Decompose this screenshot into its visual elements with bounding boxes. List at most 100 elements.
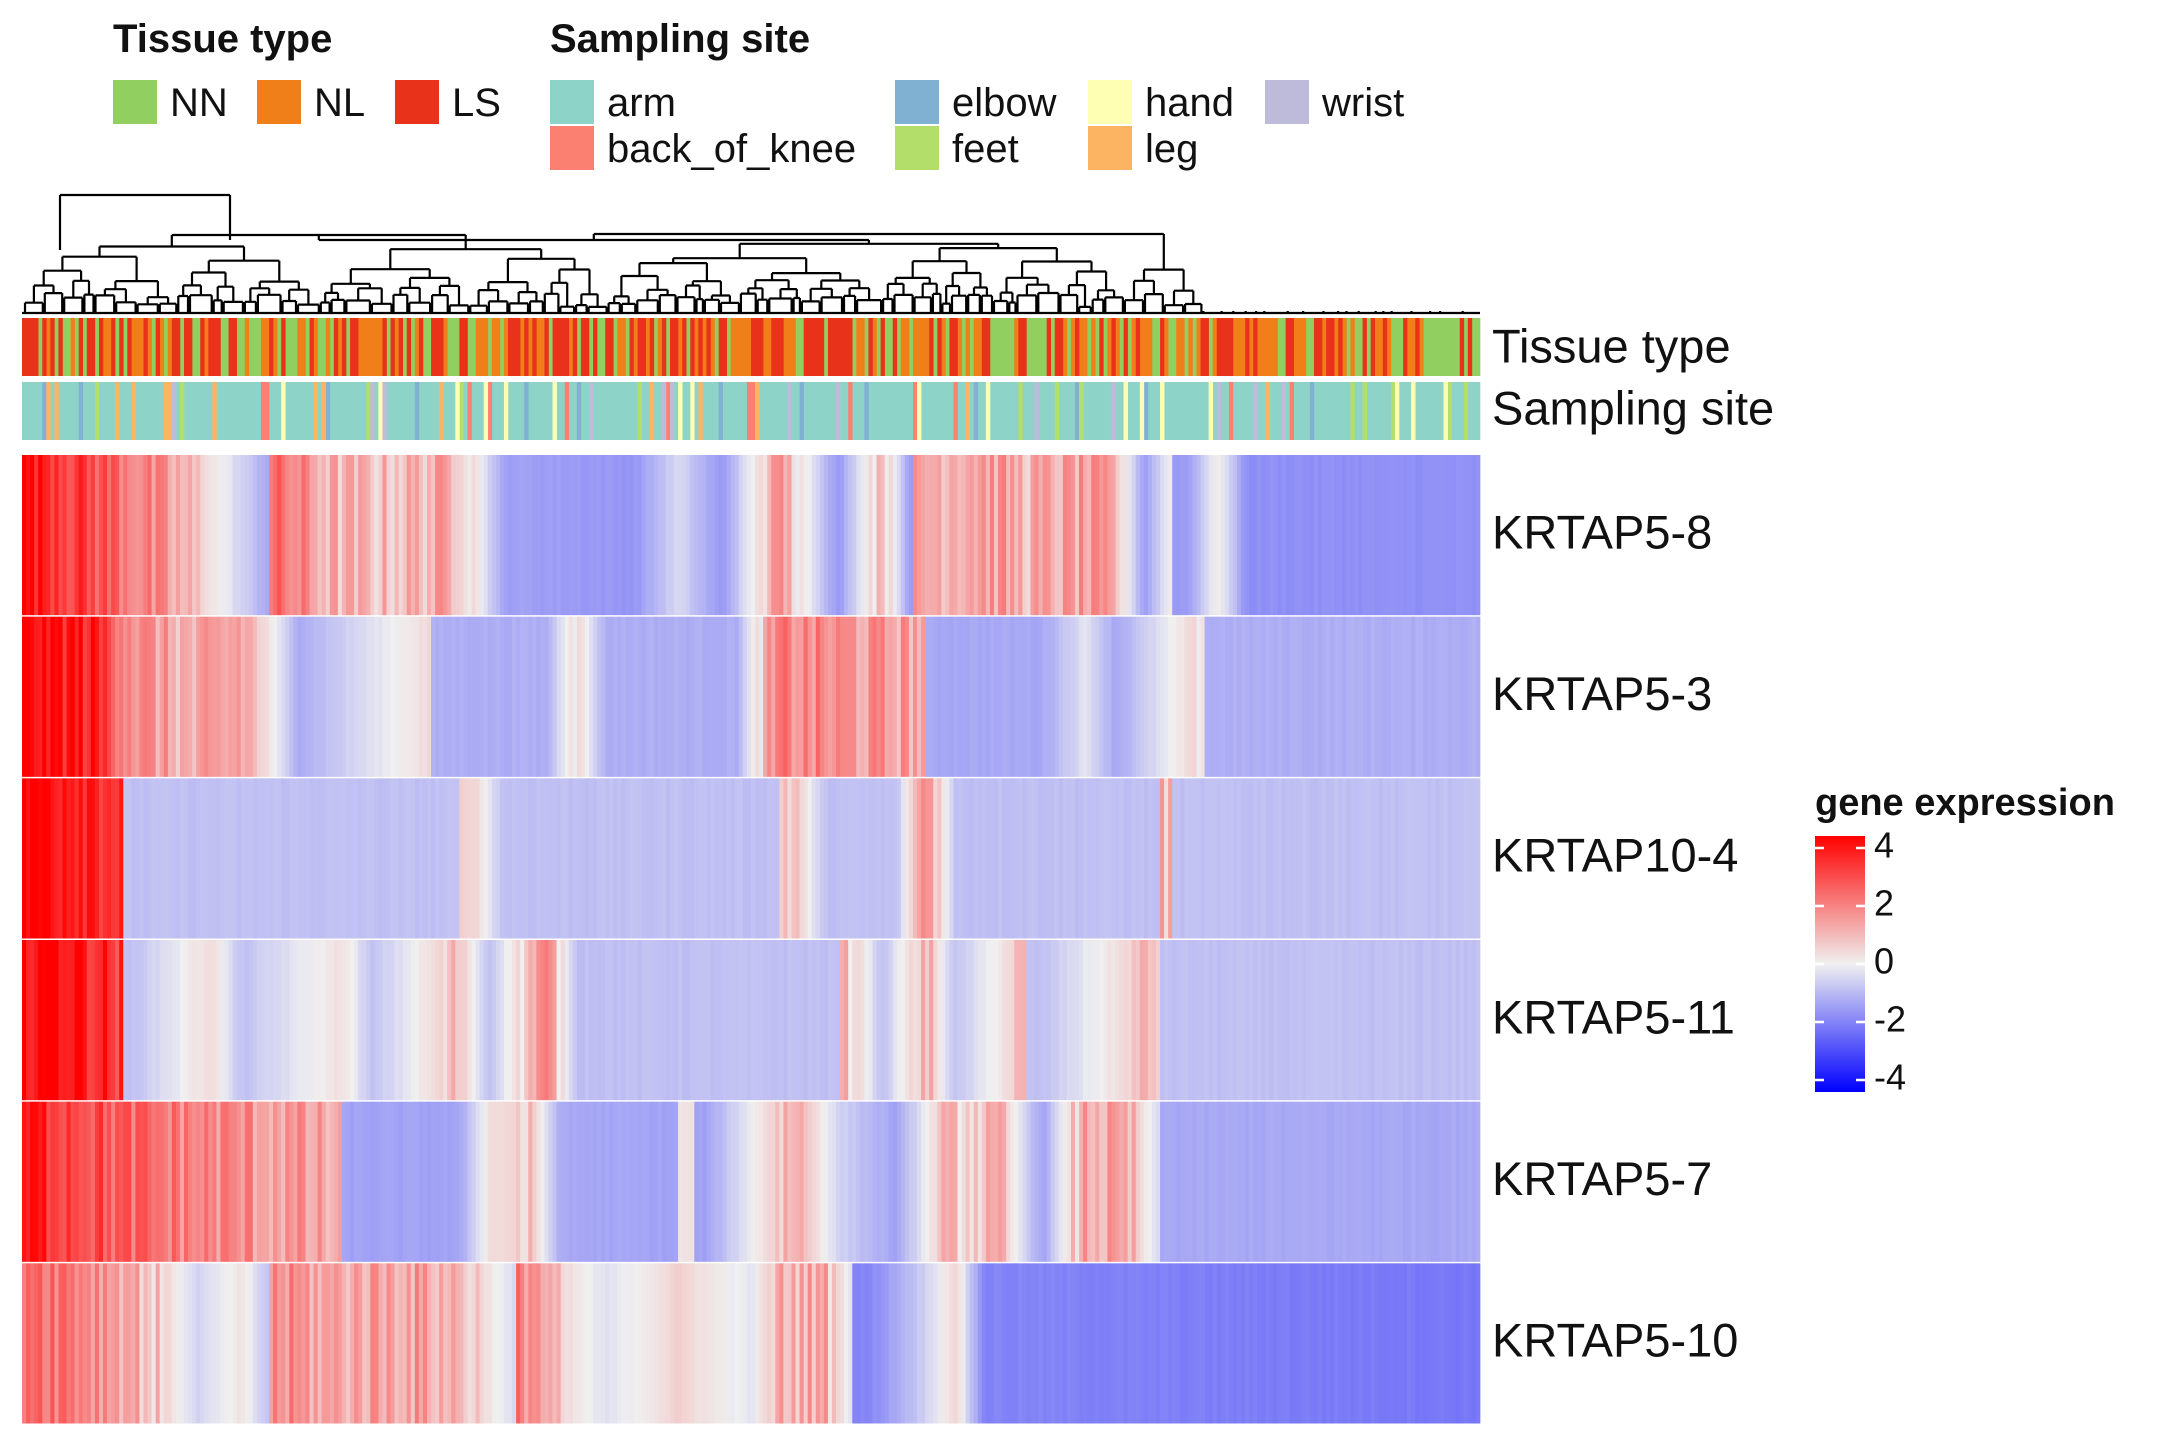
heatmap-cell	[475, 616, 480, 777]
heatmap-cell	[111, 778, 116, 939]
heatmap-cell	[1419, 455, 1424, 616]
heatmap-cell	[66, 616, 71, 777]
heatmap-cell	[204, 1263, 209, 1424]
heatmap-cell	[710, 1101, 715, 1262]
heatmap-cell	[921, 778, 926, 939]
heatmap-cell	[439, 1263, 444, 1424]
heatmap-cell	[678, 455, 683, 616]
heatmap-cell	[1200, 455, 1205, 616]
heatmap-cell	[402, 1101, 408, 1262]
heatmap-cell	[1459, 1263, 1465, 1424]
heatmap-cell	[953, 940, 958, 1101]
heatmap-cell	[884, 1101, 890, 1262]
heatmap-cell	[949, 616, 954, 777]
heatmap-cell	[398, 940, 404, 1101]
heatmap-cell	[103, 940, 108, 1101]
heatmap-cell	[1164, 1263, 1169, 1424]
heatmap-cell	[1212, 1101, 1218, 1262]
heatmap-cell	[1014, 1263, 1019, 1424]
heatmap-cell	[1087, 940, 1092, 1101]
heatmap-cell	[1382, 616, 1388, 777]
heatmap-cell	[38, 455, 43, 616]
heatmap-cell	[564, 940, 570, 1101]
heatmap-cell	[139, 1263, 144, 1424]
heatmap-cell	[1002, 616, 1007, 777]
heatmap-cell	[589, 940, 594, 1101]
heatmap-cell	[297, 1263, 302, 1424]
heatmap-cell	[1390, 1101, 1396, 1262]
heatmap-cell	[179, 778, 185, 939]
heatmap-cell	[1237, 455, 1242, 616]
heatmap-cell	[1147, 940, 1153, 1101]
heatmap-cell	[1095, 1101, 1100, 1262]
heatmap-cell	[22, 455, 27, 616]
heatmap-cell	[1160, 940, 1165, 1101]
heatmap-cell	[1245, 455, 1250, 616]
heatmap-cell	[755, 778, 760, 939]
heatmap-cell	[1435, 778, 1440, 939]
heatmap-cell	[953, 1263, 958, 1424]
legend-label-feet: feet	[952, 127, 1019, 171]
heatmap-cell	[66, 1263, 71, 1424]
heatmap-cell	[1058, 1263, 1064, 1424]
heatmap-cell	[852, 455, 857, 616]
heatmap-cell	[989, 1101, 995, 1262]
heatmap-cell	[544, 1263, 549, 1424]
heatmap-cell	[305, 616, 310, 777]
heatmap-cell	[1228, 1101, 1234, 1262]
heatmap-cell	[661, 616, 667, 777]
heatmap-cell	[78, 455, 84, 616]
heatmap-cell	[281, 1263, 286, 1424]
heatmap-cell	[1350, 778, 1355, 939]
heatmap-cell	[1386, 940, 1392, 1101]
heatmap-cell	[1261, 940, 1266, 1101]
heatmap-cell	[94, 940, 100, 1101]
heatmap-cell	[317, 940, 323, 1101]
heatmap-cell	[1172, 455, 1177, 616]
heatmap-cell	[1370, 940, 1376, 1101]
heatmap-cell	[1261, 778, 1266, 939]
heatmap-cell	[771, 778, 776, 939]
heatmap-cell	[220, 1263, 225, 1424]
heatmap-cell	[1184, 616, 1189, 777]
heatmap-cell	[317, 1101, 323, 1262]
heatmap-cell	[568, 1263, 574, 1424]
heatmap-cell	[329, 1263, 335, 1424]
heatmap-cell	[1228, 455, 1234, 616]
heatmap-cell	[572, 1263, 578, 1424]
heatmap-cell	[633, 616, 638, 777]
heatmap-cell	[961, 616, 966, 777]
heatmap-cell	[358, 1101, 363, 1262]
heatmap-cell	[524, 778, 529, 939]
heatmap-cell	[540, 1101, 545, 1262]
heatmap-cell	[90, 1101, 96, 1262]
heatmap-cell	[512, 1101, 517, 1262]
heatmap-cell	[621, 778, 626, 939]
heatmap-cell	[410, 778, 416, 939]
heatmap-cell	[998, 940, 1003, 1101]
heatmap-cell	[1046, 1101, 1052, 1262]
heatmap-cell	[601, 455, 606, 616]
heatmap-cell	[386, 1101, 391, 1262]
heatmap-cell	[742, 778, 748, 939]
heatmap-cell	[617, 778, 622, 939]
heatmap-cell	[62, 1101, 67, 1262]
heatmap-cell	[293, 616, 298, 777]
heatmap-cell	[584, 1101, 590, 1262]
heatmap-row-krtap10-4	[22, 778, 1481, 939]
heatmap-cell	[896, 778, 902, 939]
heatmap-cell	[1297, 1263, 1303, 1424]
heatmap-cell	[1374, 455, 1380, 616]
heatmap-cell	[540, 1263, 545, 1424]
heatmap-cell	[759, 940, 764, 1101]
heatmap-cell	[86, 778, 92, 939]
heatmap-cell	[1168, 1101, 1173, 1262]
legend-swatch-feet	[895, 126, 939, 170]
heatmap-cell	[1180, 778, 1185, 939]
heatmap-cell	[742, 1101, 748, 1262]
heatmap-cell	[232, 778, 237, 939]
heatmap-cell	[1176, 940, 1181, 1101]
heatmap-cell	[1208, 940, 1214, 1101]
heatmap-cell	[613, 1263, 618, 1424]
heatmap-cell	[945, 455, 950, 616]
